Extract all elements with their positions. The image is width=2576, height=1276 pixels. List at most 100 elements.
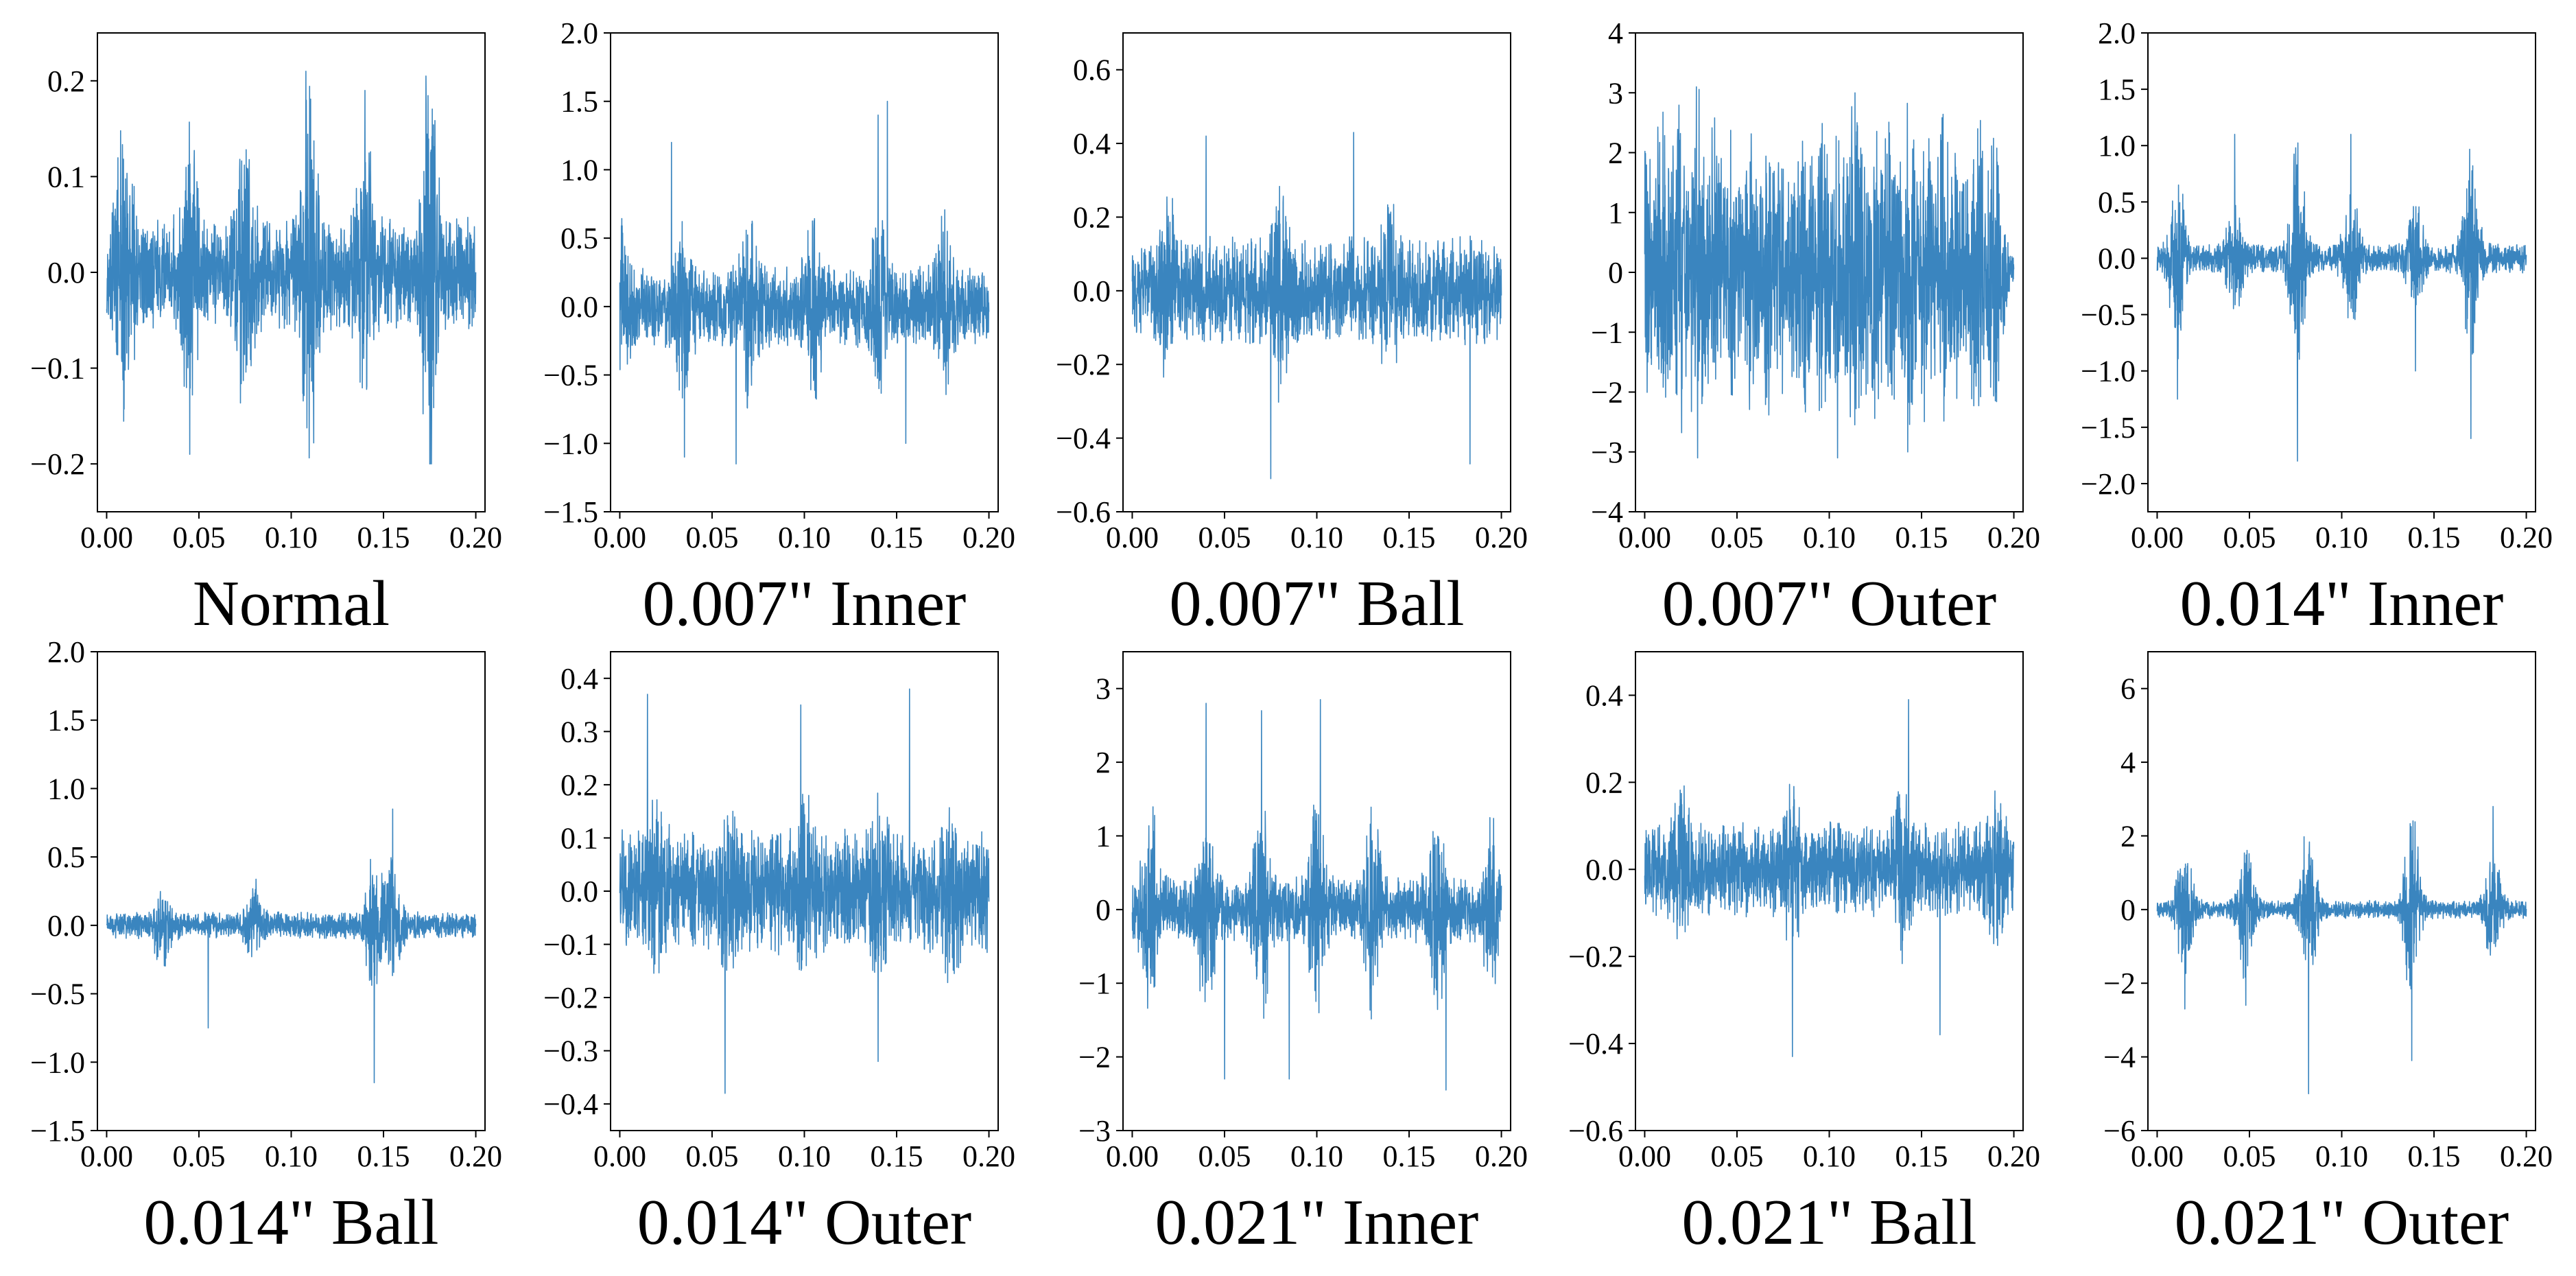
subplot-title: 0.007" Ball	[1169, 568, 1464, 639]
x-tick-label: 0.00	[1618, 1139, 1671, 1173]
x-tick-label: 0.15	[357, 521, 410, 554]
x-tick-label: 0.10	[2315, 1139, 2368, 1173]
y-tick-label: −1	[1591, 316, 1623, 349]
subplot-8: 0.00 0.05 0.10 0.15 0.20 −3 −2 −1 0 1 2 3 0.021" Inn…	[1078, 651, 1528, 1258]
subplot-6: 0.00 0.05 0.10 0.15 0.20 −1.5 −1.0 −0.5 0.0 0.5 1.…	[30, 635, 502, 1258]
x-tick-label: 0.05	[172, 521, 225, 554]
y-tick-label: 1.5	[560, 85, 598, 119]
y-tick-label: −0.2	[30, 447, 85, 481]
y-tick-label: −0.5	[30, 978, 85, 1011]
x-tick-label: 0.00	[2131, 521, 2184, 554]
x-tick-label: 0.20	[1987, 521, 2040, 554]
y-tick-label: −1.5	[2081, 411, 2136, 445]
y-tick-label: 0.0	[560, 875, 598, 908]
y-tick-label: −0.4	[1056, 422, 1111, 456]
y-tick-label: −2	[1591, 376, 1623, 410]
y-tick-label: 1.0	[560, 153, 598, 187]
y-tick-label: 0.2	[1073, 200, 1111, 234]
subplot-title: Normal	[193, 568, 390, 639]
subplot-title: 0.014" Ball	[143, 1187, 438, 1258]
x-tick-label: 0.15	[357, 1139, 410, 1173]
y-tick-label: 0.4	[1073, 127, 1111, 161]
y-tick-label: −0.1	[543, 928, 598, 962]
x-tick-label: 0.20	[449, 1139, 502, 1173]
y-tick-label: −3	[1591, 436, 1623, 469]
y-tick-label: 0	[2120, 893, 2136, 927]
y-tick-label: 6	[2120, 672, 2136, 706]
subplot-10: 0.00 0.05 0.10 0.15 0.20 −6 −4 −2 0 2 4 6 0.021" Out…	[2103, 651, 2553, 1258]
y-tick-label: −1.0	[30, 1045, 85, 1079]
subplot-1: 0.00 0.05 0.10 0.15 0.20 −0.2 −0.1 0.0 0.1 0.2 Nor…	[30, 32, 502, 639]
x-tick-label: 0.15	[1895, 521, 1948, 554]
x-tick-label: 0.00	[80, 521, 133, 554]
y-tick-label: −1.0	[543, 427, 598, 460]
subplot-title: 0.007" Inner	[643, 568, 967, 639]
y-tick-label: 0.0	[47, 256, 85, 290]
x-tick-label: 0.00	[1618, 521, 1671, 554]
y-tick-label: 1	[1096, 819, 1111, 853]
y-tick-label: 0.0	[1073, 274, 1111, 308]
x-tick-label: 0.15	[1895, 1139, 1948, 1173]
y-tick-label: 0.2	[560, 768, 598, 802]
x-tick-label: 0.05	[172, 1139, 225, 1173]
signal-line	[1644, 86, 2015, 459]
y-tick-label: 1	[1608, 196, 1623, 230]
signal-line	[106, 71, 477, 464]
x-tick-label: 0.10	[778, 1139, 831, 1173]
subplot-4: 0.00 0.05 0.10 0.15 0.20 −4 −3 −2 −1 0 1 2 3 4 0.007" …	[1591, 16, 2040, 639]
y-tick-label: 0.0	[1585, 853, 1623, 886]
x-tick-label: 0.10	[265, 521, 318, 554]
x-tick-label: 0.05	[685, 1139, 738, 1173]
y-tick-label: 0.0	[2098, 241, 2136, 275]
y-tick-label: 2	[1608, 137, 1623, 170]
x-tick-label: 0.15	[2408, 1139, 2461, 1173]
x-tick-label: 0.05	[1198, 1139, 1251, 1173]
subplot-title: 0.021" Ball	[1681, 1187, 1976, 1258]
y-tick-label: 2	[1096, 746, 1111, 779]
subplot-title: 0.014" Outer	[637, 1187, 971, 1258]
x-tick-label: 0.20	[1475, 521, 1528, 554]
x-tick-label: 0.05	[2223, 1139, 2276, 1173]
x-tick-label: 0.05	[1710, 521, 1763, 554]
x-tick-label: 0.20	[449, 521, 502, 554]
x-tick-label: 0.00	[1106, 1139, 1159, 1173]
y-tick-label: 0.5	[560, 222, 598, 255]
x-tick-label: 0.15	[1383, 1139, 1436, 1173]
y-tick-label: 2.0	[2098, 16, 2136, 50]
y-tick-label: 0	[1608, 256, 1623, 290]
y-tick-label: −4	[1591, 495, 1623, 529]
y-tick-label: −1.0	[2081, 355, 2136, 388]
y-tick-label: 3	[1096, 672, 1111, 706]
x-tick-label: 0.10	[2315, 521, 2368, 554]
x-tick-label: 0.05	[685, 521, 738, 554]
x-tick-label: 0.10	[1803, 521, 1856, 554]
x-tick-label: 0.20	[1987, 1139, 2040, 1173]
y-tick-label: −0.1	[30, 352, 85, 386]
subplot-title: 0.007" Outer	[1662, 568, 1996, 639]
y-tick-label: −1.5	[543, 495, 598, 529]
y-tick-label: −2	[2103, 967, 2136, 1000]
y-tick-label: −4	[2103, 1041, 2136, 1074]
x-tick-label: 0.20	[2500, 1139, 2553, 1173]
x-tick-label: 0.05	[1710, 1139, 1763, 1173]
y-tick-label: 0.4	[1585, 678, 1623, 712]
subplot-title: 0.014" Inner	[2180, 568, 2504, 639]
x-tick-label: 0.20	[962, 1139, 1015, 1173]
y-tick-label: 0.5	[47, 840, 85, 874]
signal-line	[2156, 805, 2527, 1095]
y-tick-label: 0.2	[1585, 766, 1623, 799]
y-tick-label: 2.0	[47, 635, 85, 669]
y-tick-label: 2	[2120, 819, 2136, 853]
y-tick-label: 0.1	[47, 160, 85, 193]
x-tick-label: 0.00	[80, 1139, 133, 1173]
x-tick-label: 0.05	[1198, 521, 1251, 554]
y-tick-label: 0.3	[560, 715, 598, 748]
x-tick-label: 0.00	[2131, 1139, 2184, 1173]
x-tick-label: 0.00	[593, 521, 646, 554]
y-tick-label: −0.6	[1568, 1114, 1623, 1148]
x-tick-label: 0.20	[2500, 521, 2553, 554]
y-tick-label: −0.2	[1568, 940, 1623, 973]
signal-line	[1131, 699, 1502, 1091]
y-tick-label: −0.5	[2081, 298, 2136, 332]
